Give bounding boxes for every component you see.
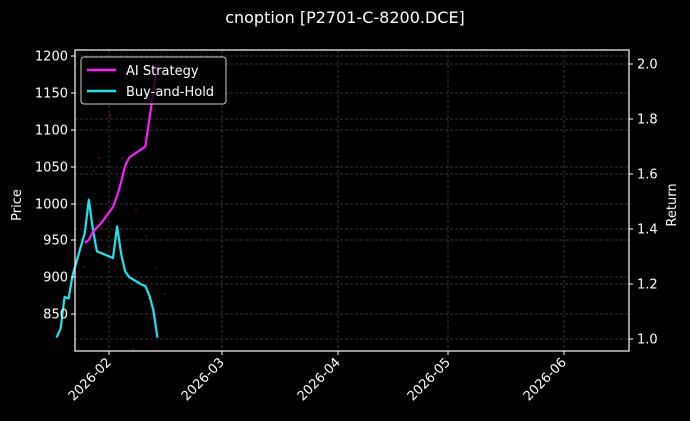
y-axis-left-label: Price [10,189,25,221]
y-left-tick-label: 1050 [35,161,68,176]
y-right-tick-label: 2.0 [637,58,658,73]
y-left-tick-label: 1100 [35,124,68,139]
y-left-tick-label: 1000 [35,198,68,213]
legend: AI Strategy Buy-and-Hold [80,56,227,105]
y-axis-right: 2.0 1.8 1.6 1.4 1.2 1.0 [629,58,658,348]
x-tick-label: 2026-05 [405,355,454,404]
legend-label-ai-strategy: AI Strategy [126,64,199,79]
y-right-tick-label: 1.2 [637,278,658,293]
grid-lines [75,50,629,351]
y-left-tick-label: 950 [43,234,68,249]
y-axis-left: 1200 1150 1100 1050 1000 950 900 850 [35,50,75,323]
y-right-tick-label: 1.8 [637,113,658,128]
y-left-tick-label: 850 [43,308,68,323]
x-tick-label: 2026-02 [66,355,115,404]
legend-label-buy-and-hold: Buy-and-Hold [126,85,214,100]
ai-strategy-line [84,63,159,244]
x-tick-label: 2026-03 [179,355,228,404]
x-axis: 2026-02 2026-03 2026-04 2026-05 2026-06 [66,351,570,404]
y-left-tick-label: 1150 [35,87,68,102]
y-left-tick-label: 900 [43,271,68,286]
y-right-tick-label: 1.4 [637,223,658,238]
chart-title: cnoption [P2701-C-8200.DCE] [225,8,465,27]
x-tick-label: 2026-06 [521,355,570,404]
y-axis-right-label: Return [665,183,680,226]
plot-frame [74,49,630,352]
y-right-tick-label: 1.6 [637,168,658,183]
x-tick-label: 2026-04 [295,355,344,404]
buy-and-hold-line [55,198,159,339]
y-left-tick-label: 1200 [35,50,68,65]
y-right-tick-label: 1.0 [637,333,658,348]
